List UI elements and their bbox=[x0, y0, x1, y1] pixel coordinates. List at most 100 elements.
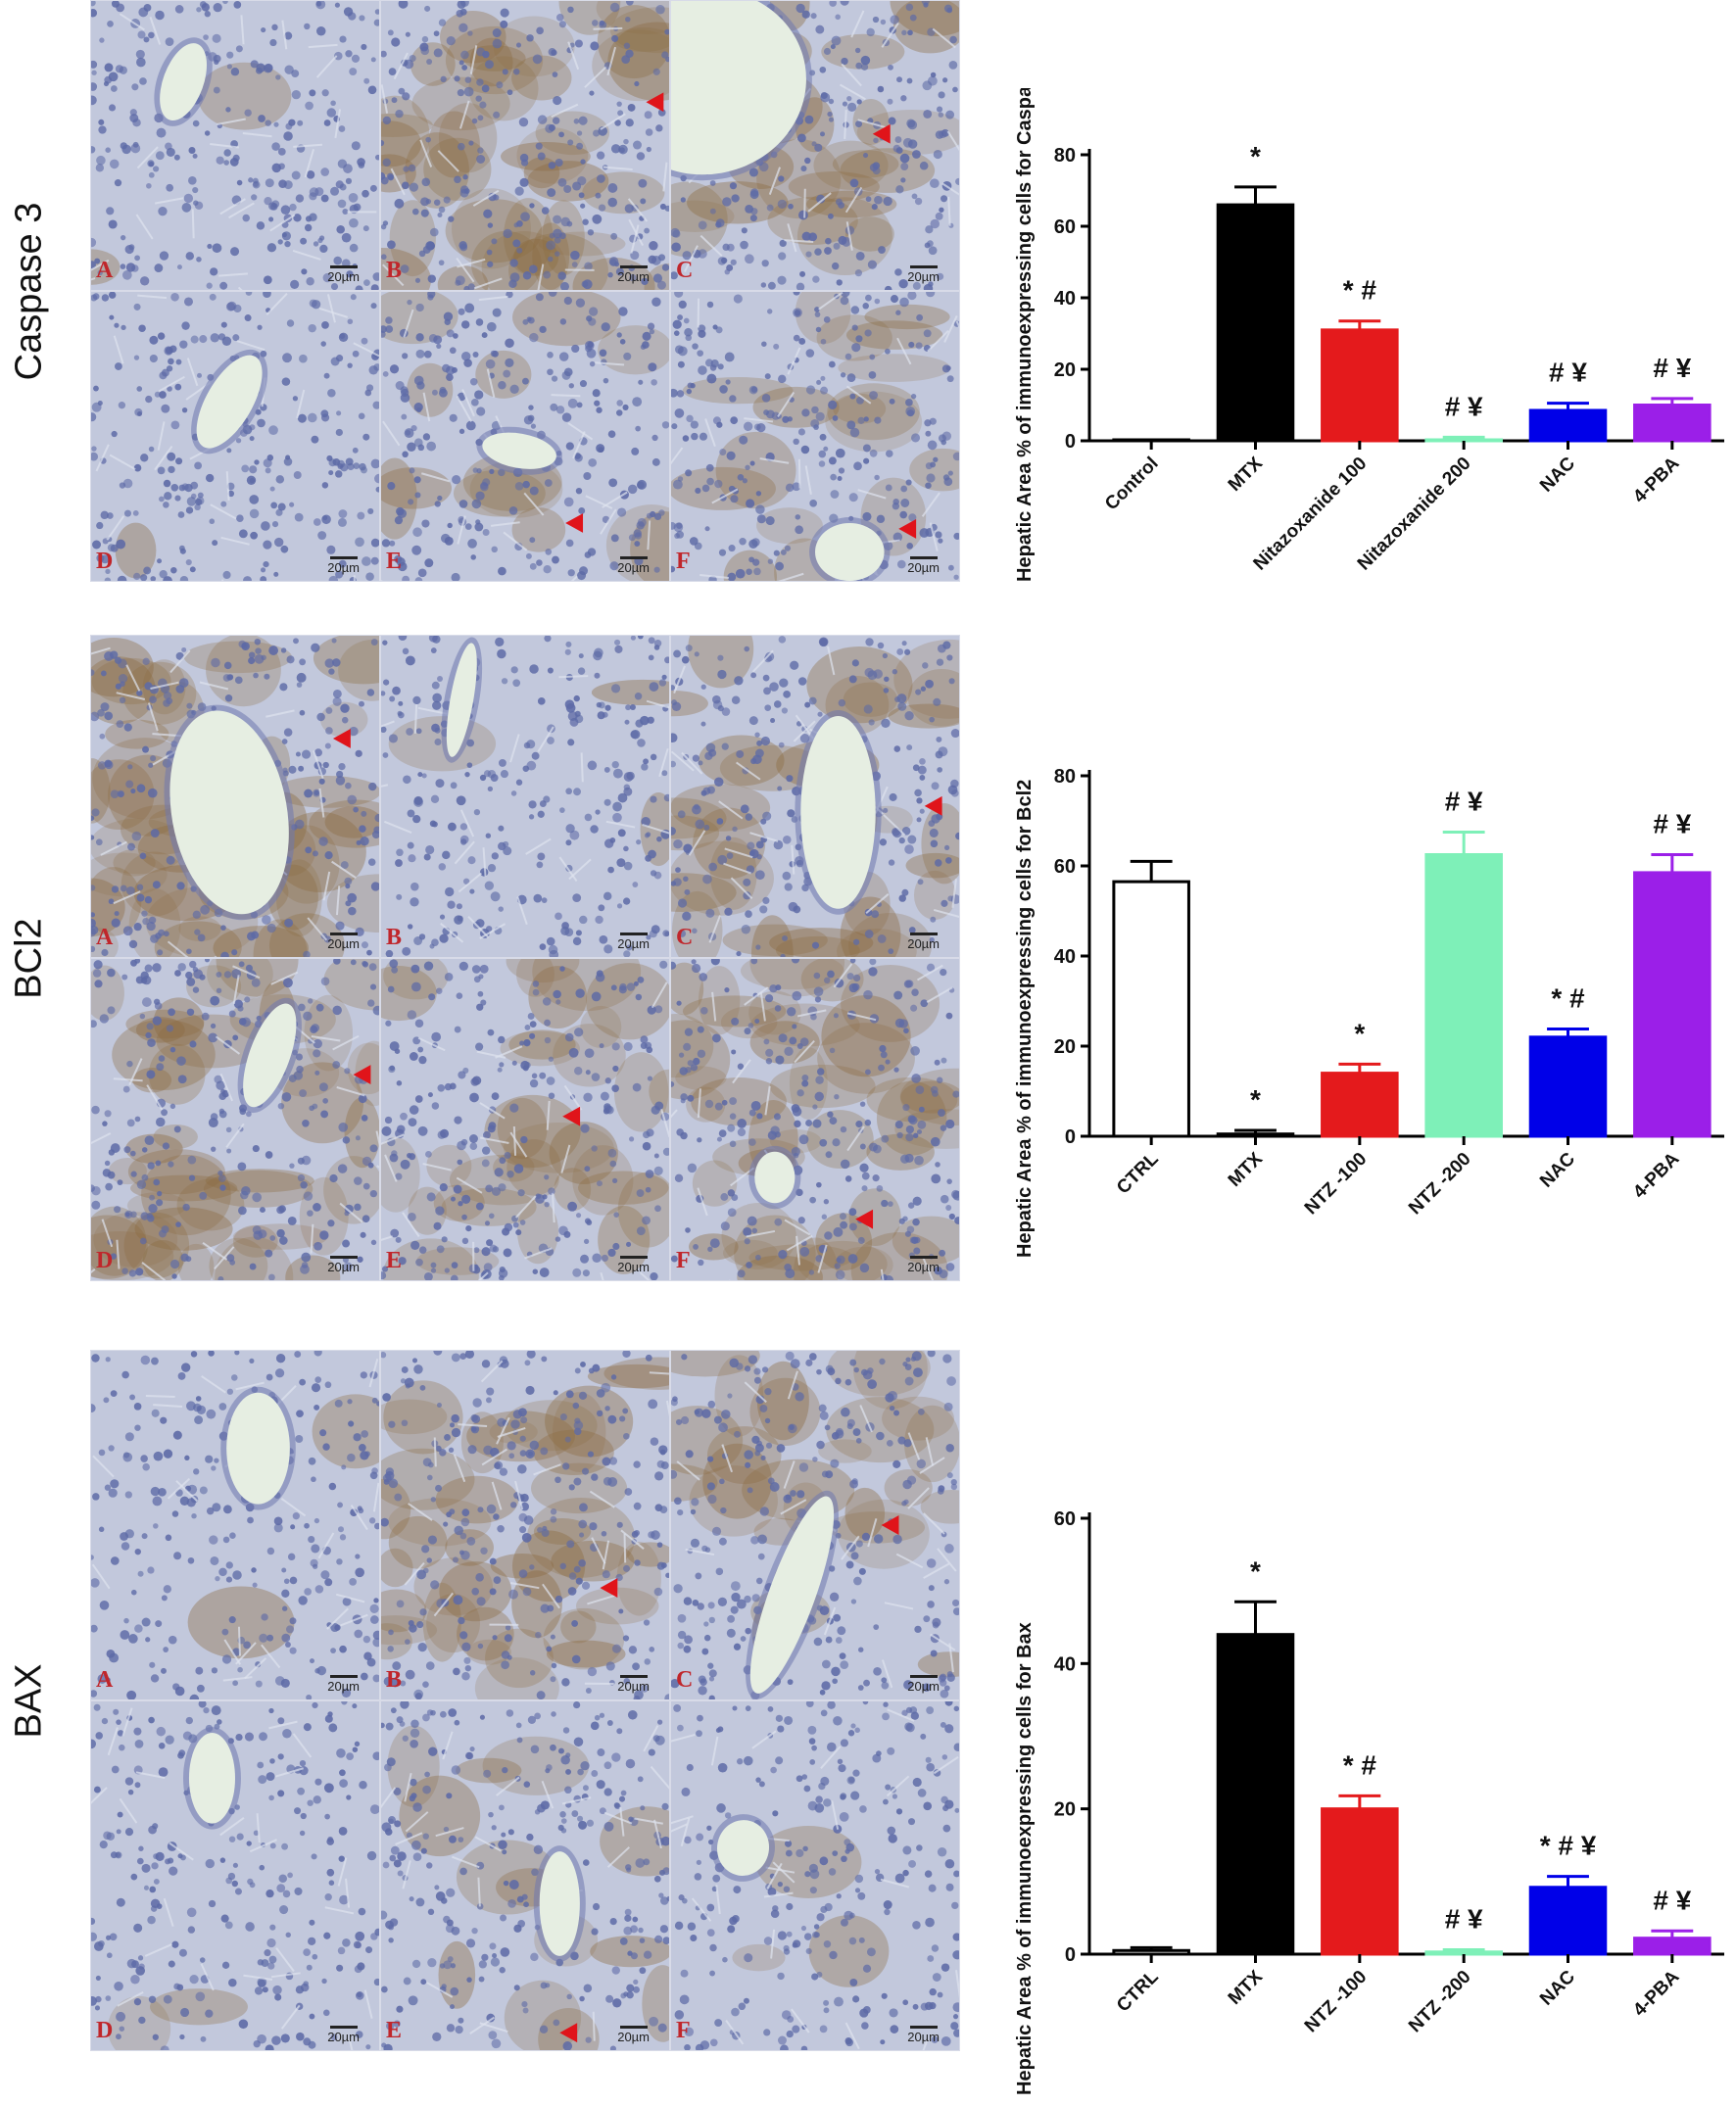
scale-bar: 20µm bbox=[907, 2026, 940, 2044]
bar bbox=[1216, 1132, 1295, 1138]
panel-letter: F bbox=[676, 1248, 691, 1273]
y-tick-label: 20 bbox=[1054, 359, 1076, 381]
y-tick-label: 0 bbox=[1065, 1944, 1076, 1966]
micrograph-panel: F 20µm bbox=[670, 1700, 960, 2051]
micrograph-panel: E 20µm bbox=[380, 958, 670, 1281]
panel-letter: E bbox=[386, 2018, 403, 2043]
tissue-image bbox=[381, 292, 669, 581]
scale-bar: 20µm bbox=[327, 1675, 360, 1694]
tissue-image bbox=[671, 636, 959, 957]
panel-letter: C bbox=[676, 925, 694, 950]
significance-label: * # bbox=[1551, 983, 1585, 1014]
chart-svg: Hepatic Area % of immunoexpressing cells… bbox=[1014, 1508, 1724, 2095]
significance-label: * bbox=[1250, 141, 1261, 171]
x-tick-label: NTZ -200 bbox=[1405, 1149, 1475, 1220]
scale-bar: 20µm bbox=[617, 933, 650, 951]
tissue-image bbox=[91, 1701, 379, 2050]
panel-letter: B bbox=[386, 925, 403, 950]
bar bbox=[1216, 1633, 1295, 1956]
bar bbox=[1528, 408, 1608, 443]
x-tick-label: 4-PBA bbox=[1629, 1966, 1683, 2020]
tissue-image bbox=[91, 636, 379, 957]
scale-bar: 20µm bbox=[617, 556, 650, 575]
y-axis-label: Hepatic Area % of immunoexpressing cells… bbox=[1014, 1622, 1036, 2095]
tissue-image bbox=[671, 1701, 959, 2050]
significance-label: * # bbox=[1343, 275, 1377, 306]
bar bbox=[1112, 1948, 1190, 1956]
row-label-bcl2: BCl2 bbox=[8, 917, 50, 999]
significance-label: # ¥ bbox=[1445, 391, 1483, 421]
micrograph-panel: C 20µm bbox=[670, 0, 960, 291]
caspase3-bar-chart: Hepatic Area % of immunoexpressing cells… bbox=[1009, 88, 1736, 588]
x-tick-label: NAC bbox=[1536, 1148, 1579, 1191]
scale-bar: 20µm bbox=[617, 2026, 650, 2044]
significance-label: # ¥ bbox=[1549, 358, 1587, 388]
scale-bar: 20µm bbox=[907, 556, 940, 575]
panel-letter: C bbox=[676, 1667, 694, 1693]
chart-svg: Hepatic Area % of immunoexpressing cells… bbox=[1014, 766, 1724, 1258]
y-tick-label: 20 bbox=[1054, 1799, 1076, 1821]
significance-label: * bbox=[1250, 1555, 1261, 1586]
scale-bar-label: 20µm bbox=[617, 1260, 650, 1274]
significance-label: # ¥ bbox=[1653, 353, 1691, 383]
panel-letter: A bbox=[96, 258, 114, 283]
x-tick-label: CTRL bbox=[1113, 1966, 1163, 2016]
bar bbox=[1112, 880, 1190, 1138]
scale-bar-label: 20µm bbox=[327, 1679, 360, 1694]
bar bbox=[1216, 203, 1295, 443]
scale-bar-label: 20µm bbox=[617, 1679, 650, 1694]
significance-label: * # bbox=[1343, 1749, 1377, 1780]
panel-letter: E bbox=[386, 549, 403, 574]
significance-label: # ¥ bbox=[1445, 1904, 1483, 1935]
panel-letter: A bbox=[96, 925, 114, 950]
scale-bar: 20µm bbox=[617, 265, 650, 284]
scale-bar-label: 20µm bbox=[617, 2030, 650, 2044]
x-tick-label: NTZ -100 bbox=[1301, 1149, 1372, 1220]
scale-bar-label: 20µm bbox=[617, 269, 650, 284]
scale-bar-label: 20µm bbox=[617, 560, 650, 575]
bar bbox=[1424, 438, 1503, 443]
scale-bar-label: 20µm bbox=[617, 936, 650, 951]
y-tick-label: 80 bbox=[1054, 145, 1076, 167]
row-label-bax: BAX bbox=[8, 1662, 50, 1739]
x-tick-label: 4-PBA bbox=[1629, 453, 1683, 506]
panel-letter: D bbox=[96, 1248, 114, 1273]
micrograph-panel: E 20µm bbox=[380, 1700, 670, 2051]
micrograph-panel: A 20µm bbox=[90, 1350, 380, 1700]
scale-bar: 20µm bbox=[907, 1256, 940, 1274]
bar bbox=[1112, 438, 1190, 443]
significance-label: * bbox=[1354, 1018, 1365, 1048]
scale-bar-label: 20µm bbox=[907, 2030, 940, 2044]
micrograph-panel: E 20µm bbox=[380, 291, 670, 582]
micrograph-panel: B 20µm bbox=[380, 635, 670, 958]
micrograph-panel: B 20µm bbox=[380, 0, 670, 291]
scale-bar: 20µm bbox=[327, 933, 360, 951]
bar bbox=[1321, 1807, 1399, 1956]
x-tick-label: 4-PBA bbox=[1629, 1148, 1683, 1202]
tissue-image bbox=[91, 959, 379, 1280]
scale-bar-label: 20µm bbox=[907, 1260, 940, 1274]
micrograph-panel: A 20µm bbox=[90, 635, 380, 958]
tissue-image bbox=[671, 1, 959, 290]
bar bbox=[1424, 1950, 1503, 1956]
x-tick-label: NTZ -100 bbox=[1301, 1967, 1372, 2037]
bar bbox=[1528, 1886, 1608, 1956]
bar bbox=[1633, 1937, 1712, 1956]
bar bbox=[1528, 1035, 1608, 1138]
x-tick-label: NAC bbox=[1536, 453, 1579, 496]
tissue-image bbox=[91, 1351, 379, 1699]
scale-bar-label: 20µm bbox=[327, 560, 360, 575]
micrograph-panel: F 20µm bbox=[670, 291, 960, 582]
scale-bar-label: 20µm bbox=[907, 936, 940, 951]
panel-letter: F bbox=[676, 549, 691, 574]
y-tick-label: 60 bbox=[1054, 1508, 1076, 1530]
bar bbox=[1424, 853, 1503, 1138]
scale-bar-label: 20µm bbox=[327, 936, 360, 951]
x-tick-label: CTRL bbox=[1113, 1148, 1163, 1198]
tissue-image bbox=[381, 1351, 669, 1699]
tissue-image bbox=[671, 292, 959, 581]
bax-micrograph-grid: A 20µm B 20µm C 20µm D 20µm E 20µm F 20µm bbox=[90, 1350, 960, 2051]
micrograph-panel: D 20µm bbox=[90, 291, 380, 582]
scale-bar: 20µm bbox=[907, 933, 940, 951]
scale-bar-label: 20µm bbox=[327, 269, 360, 284]
